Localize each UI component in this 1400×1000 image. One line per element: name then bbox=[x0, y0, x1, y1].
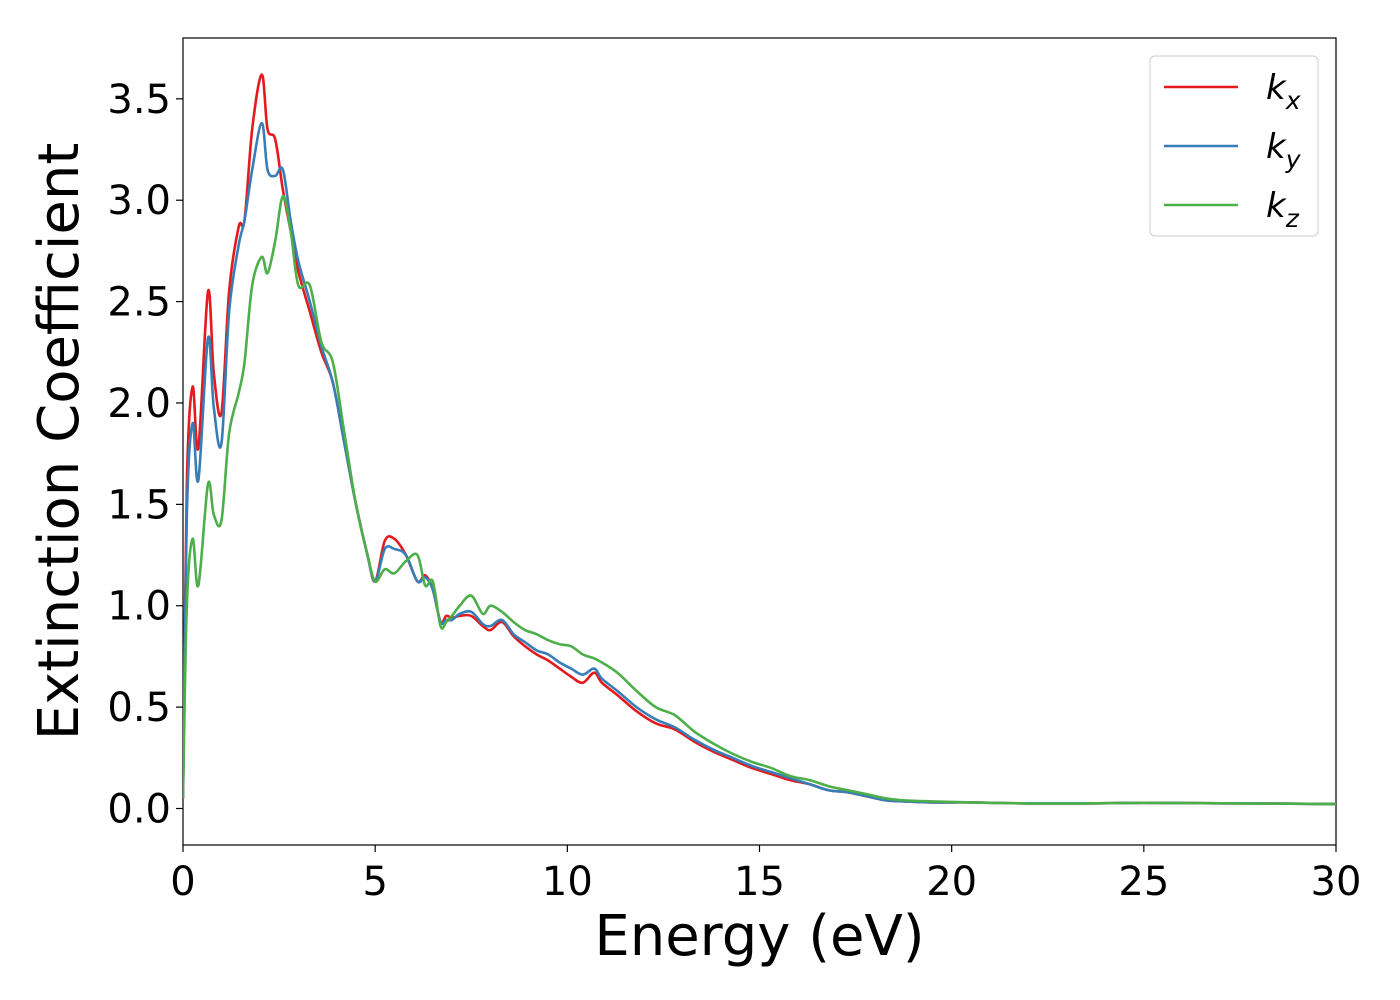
series-layer bbox=[183, 73, 1336, 806]
y-tick-label: 0.5 bbox=[107, 685, 171, 731]
legend-label-subscript: z bbox=[1285, 204, 1300, 233]
legend-label-subscript: y bbox=[1285, 145, 1302, 174]
y-axis-ticks: 0.0 0.5 1.0 1.5 2.0 2.5 3.0 3.5 bbox=[107, 77, 183, 833]
y-tick-label: 1.0 bbox=[107, 584, 171, 630]
series-line-z bbox=[183, 194, 1336, 806]
legend-label-base: k bbox=[1266, 68, 1287, 108]
x-tick-label: 0 bbox=[170, 859, 195, 905]
x-tick-label: 25 bbox=[1118, 859, 1169, 905]
x-tick-label: 30 bbox=[1311, 859, 1362, 905]
legend-label-y: ky bbox=[1266, 127, 1302, 174]
y-axis-label: Extinction Coefficient bbox=[27, 143, 92, 741]
x-tick-label: 10 bbox=[542, 859, 593, 905]
x-tick-label: 15 bbox=[734, 859, 785, 905]
x-tick-label: 20 bbox=[926, 859, 977, 905]
y-tick-label: 3.0 bbox=[107, 178, 171, 224]
y-tick-label: 0.0 bbox=[107, 787, 171, 833]
y-tick-label: 1.5 bbox=[107, 482, 171, 528]
y-tick-label: 3.5 bbox=[107, 77, 171, 123]
x-tick-label: 5 bbox=[362, 859, 387, 905]
legend-label-base: k bbox=[1266, 127, 1287, 167]
legend-label-base: k bbox=[1266, 186, 1287, 226]
legend-label-x: kx bbox=[1266, 68, 1301, 115]
y-tick-label: 2.5 bbox=[107, 280, 171, 326]
legend-label-z: kz bbox=[1266, 186, 1300, 233]
x-axis-label: Energy (eV) bbox=[594, 904, 924, 969]
y-tick-label: 2.0 bbox=[107, 381, 171, 427]
legend-label-subscript: x bbox=[1285, 86, 1301, 115]
x-axis-ticks: 0 5 10 15 20 25 30 bbox=[170, 845, 1361, 905]
series-line-y bbox=[183, 121, 1336, 806]
